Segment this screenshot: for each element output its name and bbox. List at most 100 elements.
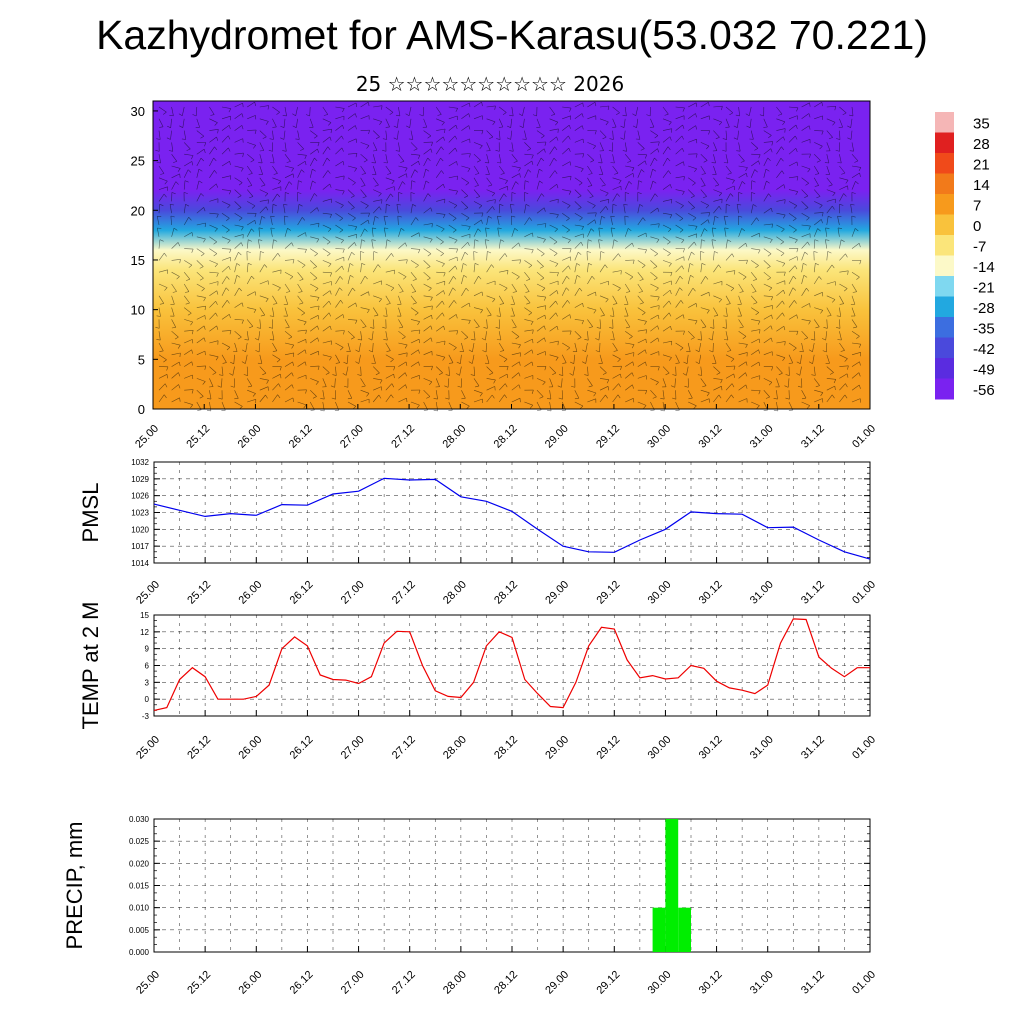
wind-barbs <box>155 101 862 412</box>
y-tick-label: 30 <box>131 104 145 119</box>
x-tick-label: 28.00 <box>440 423 468 451</box>
x-tick-label: 27.12 <box>389 423 417 451</box>
y-tick-label: 1020 <box>131 525 149 534</box>
y-tick-label: -3 <box>142 712 150 721</box>
y-tick-label: 20 <box>131 203 145 218</box>
x-tick-label: 25.12 <box>185 969 213 997</box>
x-tick-label: 01.00 <box>850 423 878 451</box>
x-tick-label: 27.00 <box>339 734 367 762</box>
x-tick-label: 28.12 <box>492 579 520 607</box>
x-tick-label: 28.12 <box>492 734 520 762</box>
colorbar-swatch <box>935 194 954 215</box>
y-tick-label: 0.015 <box>129 882 150 891</box>
colorbar-swatch <box>935 173 954 195</box>
y-tick-label: 6 <box>145 662 150 671</box>
x-tick-label: 28.00 <box>441 969 469 997</box>
y-tick-label: 25 <box>131 154 145 169</box>
x-tick-label: 25.00 <box>134 734 162 762</box>
colorbar-swatch <box>935 132 954 154</box>
x-tick-label: 31.12 <box>799 969 827 997</box>
y-tick-label: 1032 <box>131 458 149 467</box>
temp-line <box>153 618 870 711</box>
x-tick-label: 28.00 <box>441 734 469 762</box>
x-tick-label: 01.00 <box>850 969 878 997</box>
temp-panel: -3 0 3 6 9 12 15 25.00 25.12 26.00 26.12 27.00 27.12… <box>78 602 878 762</box>
x-tick-label: 27.12 <box>390 579 418 607</box>
x-tick-label: 29.00 <box>543 734 571 762</box>
y-tick-label: 0.020 <box>129 859 150 868</box>
colorbar-label: 14 <box>973 177 990 194</box>
x-tick-label: 29.00 <box>543 969 571 997</box>
x-tick-label: 26.00 <box>236 969 264 997</box>
y-axis-label: PRECIP, mm <box>62 822 87 950</box>
y-tick-label: 1026 <box>131 492 149 501</box>
precip-panel: 0.000 0.005 0.010 0.015 0.020 0.025 0.030 25.00… <box>62 815 878 997</box>
x-tick-label: 26.12 <box>287 423 315 451</box>
x-tick-label: 26.12 <box>288 579 316 607</box>
y-tick-label: 0.005 <box>129 926 150 935</box>
colorbar-label: -49 <box>973 361 995 378</box>
y-tick-label: 1014 <box>131 559 149 568</box>
pmsl-panel: 1014 1017 1020 1023 1026 1029 1032 25.00 25.12 26… <box>78 458 878 607</box>
y-tick-label: 0.010 <box>129 904 150 913</box>
x-tick-label: 01.00 <box>850 734 878 762</box>
x-tick-label: 30.12 <box>697 969 725 997</box>
y-tick-label: 1023 <box>131 509 149 518</box>
colorbar-label: -7 <box>973 238 986 255</box>
colorbar-label: -28 <box>973 300 995 317</box>
colorbar-label: -56 <box>973 382 995 399</box>
x-tick-label: 31.00 <box>748 423 776 451</box>
y-tick-label: 1029 <box>131 475 149 484</box>
y-tick-label: 9 <box>145 645 150 654</box>
colorbar-label: 28 <box>973 136 990 153</box>
y-tick-label: 0.025 <box>129 837 150 846</box>
x-tick-label: 26.00 <box>236 579 264 607</box>
colorbar-label: 21 <box>973 156 990 173</box>
colorbar-label: -21 <box>973 279 995 296</box>
x-tick-label: 26.12 <box>288 734 316 762</box>
x-tick-label: 30.12 <box>697 734 725 762</box>
heatmap-field <box>153 101 870 409</box>
x-tick-label: 27.00 <box>339 969 367 997</box>
x-tick-label: 31.12 <box>799 423 827 451</box>
x-tick-label: 28.00 <box>441 579 469 607</box>
colorbar-swatch <box>935 337 954 359</box>
x-tick-label: 31.00 <box>748 734 776 762</box>
colorbar-label: 0 <box>973 218 981 235</box>
x-tick-label: 28.12 <box>492 423 520 451</box>
x-tick-label: 26.00 <box>236 734 264 762</box>
x-tick-label: 30.00 <box>646 579 674 607</box>
cross-section-panel: 0 5 10 15 20 25 30 25.00 25.12 26.00 26.12 27.00 27.… <box>131 100 878 451</box>
x-tick-label: 29.12 <box>594 734 622 762</box>
colorbar-label: -42 <box>973 341 995 358</box>
y-tick-label: 15 <box>140 611 149 620</box>
x-tick-label: 30.12 <box>697 579 725 607</box>
x-tick-label: 01.00 <box>850 579 878 607</box>
chart-title: Kazhydromet for AMS-Karasu(53.032 70.221… <box>96 12 928 58</box>
y-axis-label: PMSL <box>78 483 103 543</box>
x-tick-label: 25.12 <box>184 423 212 451</box>
colorbar: 35 28 21 14 7 0 -7 -14 -21 -28 -35 -42 -49 -56 <box>935 112 995 400</box>
pmsl-line <box>153 477 871 560</box>
x-tick-label: 29.12 <box>594 969 622 997</box>
x-tick-label: 25.00 <box>133 423 161 451</box>
colorbar-swatch <box>935 255 954 277</box>
colorbar-swatch <box>935 214 954 236</box>
colorbar-swatch <box>935 235 954 256</box>
colorbar-label: -14 <box>973 259 995 276</box>
colorbar-swatch <box>935 358 954 379</box>
colorbar-swatch <box>935 296 954 318</box>
x-tick-label: 31.00 <box>748 969 776 997</box>
x-tick-label: 26.00 <box>236 423 264 451</box>
y-tick-label: 10 <box>131 303 145 318</box>
x-tick-label: 30.12 <box>697 423 725 451</box>
x-tick-label: 31.12 <box>799 734 827 762</box>
chart-subtitle: 25 ☆☆☆☆☆☆☆☆☆☆ 2026 <box>355 72 625 96</box>
x-tick-label: 29.00 <box>543 423 571 451</box>
y-tick-label: 5 <box>138 352 145 367</box>
colorbar-swatch <box>935 276 954 297</box>
y-tick-label: 1017 <box>131 542 149 551</box>
y-tick-label: 12 <box>140 628 149 637</box>
precip-bar <box>652 907 666 952</box>
colorbar-label: 35 <box>973 115 990 132</box>
